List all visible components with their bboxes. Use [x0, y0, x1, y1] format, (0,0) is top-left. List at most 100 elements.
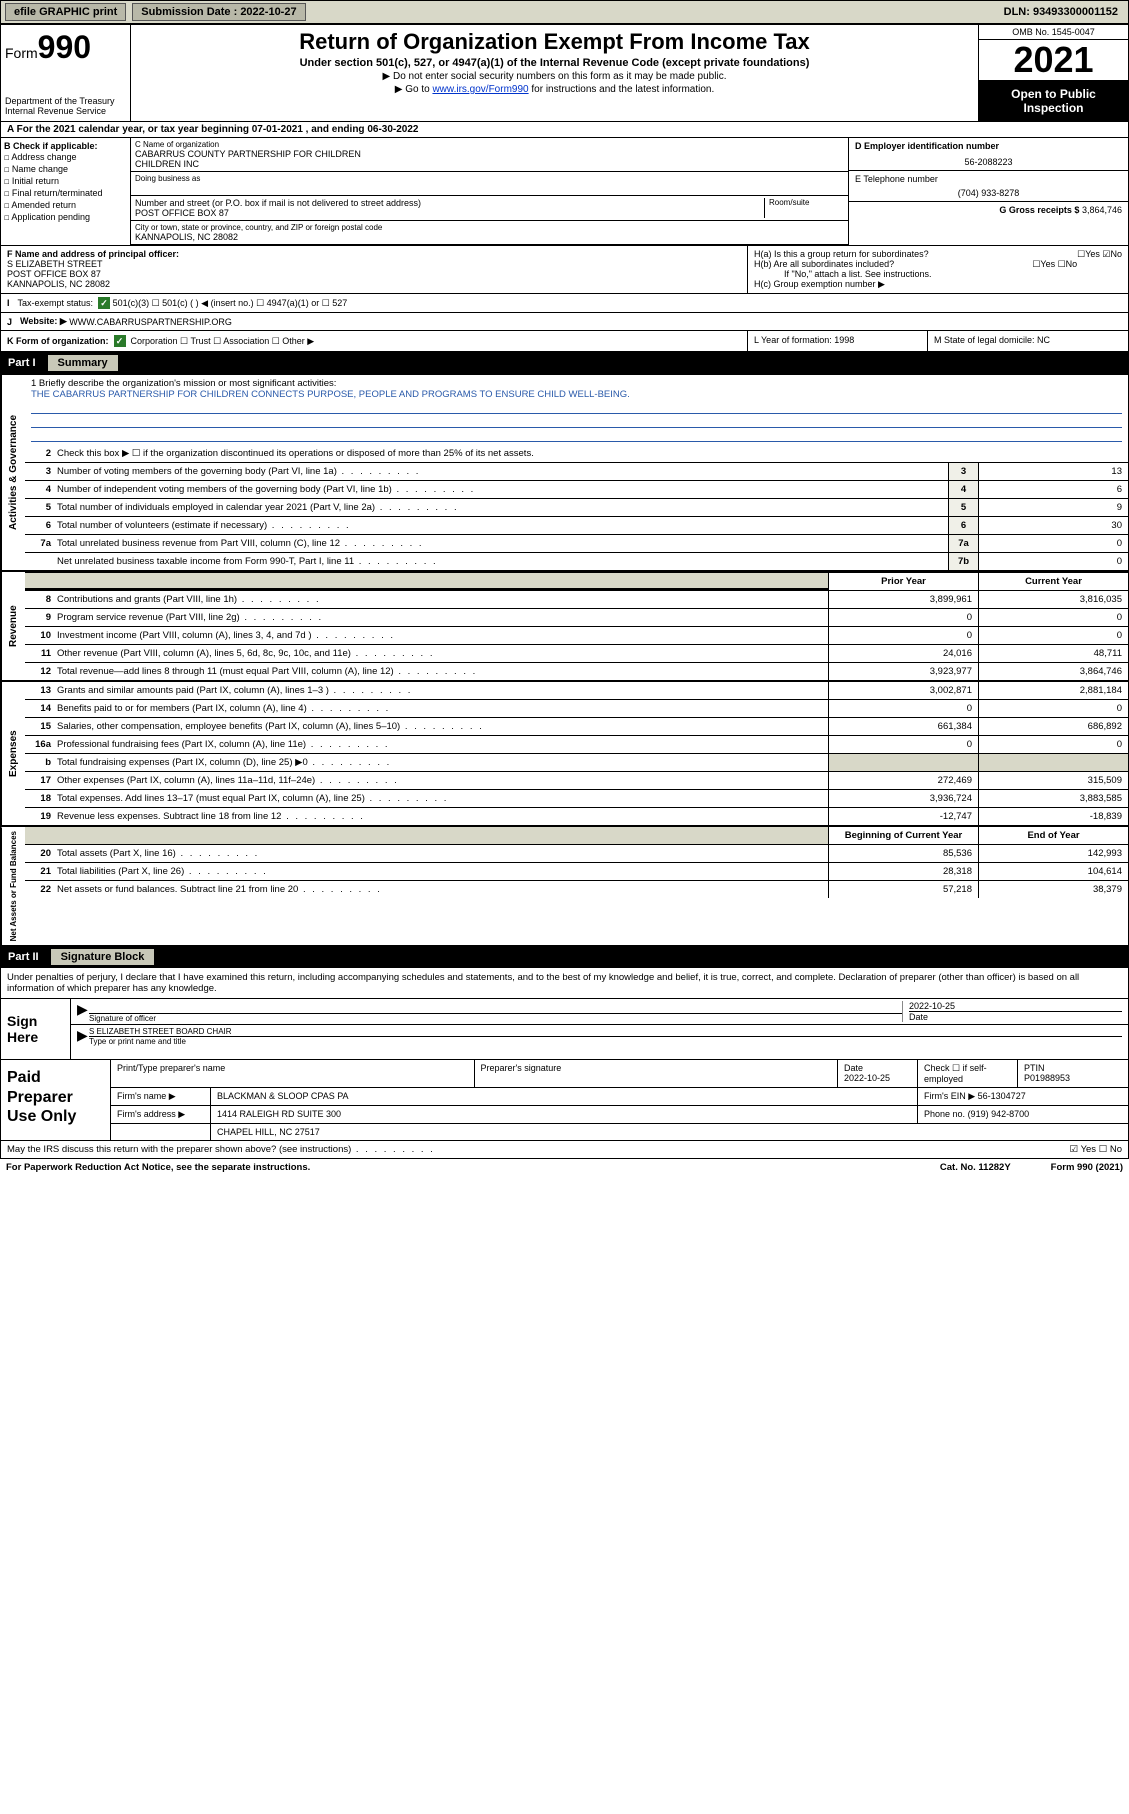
ein-label: D Employer identification number: [855, 141, 999, 151]
firm-label: Firm's name ▶: [111, 1088, 211, 1105]
gov-line-5: 5Total number of individuals employed in…: [25, 499, 1128, 517]
checkbox-initial-return[interactable]: ☐ Initial return: [4, 176, 127, 187]
checkbox-name-change[interactable]: ☐ Name change: [4, 164, 127, 175]
sig-date-label: Date: [909, 1011, 1122, 1022]
dln-label: DLN: 93493300001152: [1004, 6, 1118, 18]
row-a-tax-year: A For the 2021 calendar year, or tax yea…: [0, 122, 1129, 138]
k-options: Corporation ☐ Trust ☐ Association ☐ Othe…: [131, 336, 315, 346]
top-toolbar: efile GRAPHIC print Submission Date : 20…: [0, 0, 1129, 24]
website-value: WWW.CABARRUSPARTNERSHIP.ORG: [69, 317, 232, 327]
f-label: F Name and address of principal officer:: [7, 249, 179, 259]
exp-line-b: bTotal fundraising expenses (Part IX, co…: [25, 754, 1128, 772]
f-city: KANNAPOLIS, NC 28082: [7, 279, 110, 289]
sign-here-label: Sign Here: [1, 999, 71, 1059]
sig-date: 2022-10-25: [909, 1001, 1122, 1011]
side-governance: Activities & Governance: [1, 375, 25, 570]
note-ssn: ▶ Do not enter social security numbers o…: [135, 71, 974, 82]
row-klm: K Form of organization: ✓ Corporation ☐ …: [0, 331, 1129, 352]
checkbox-amended-return[interactable]: ☐ Amended return: [4, 200, 127, 211]
exp-line-14: 14Benefits paid to or for members (Part …: [25, 700, 1128, 718]
rev-line-9: 9Program service revenue (Part VIII, lin…: [25, 609, 1128, 627]
name-label: C Name of organization: [135, 140, 844, 149]
gov-line-4: 4Number of independent voting members of…: [25, 481, 1128, 499]
firm-addr-label: Firm's address ▶: [111, 1106, 211, 1123]
gov-line-3: 3Number of voting members of the governi…: [25, 463, 1128, 481]
col-end: End of Year: [978, 827, 1128, 844]
page-footer: For Paperwork Reduction Act Notice, see …: [0, 1159, 1129, 1176]
f-addr: POST OFFICE BOX 87: [7, 269, 101, 279]
note-link: ▶ Go to www.irs.gov/Form990 for instruct…: [135, 84, 974, 95]
side-expenses: Expenses: [1, 682, 25, 825]
tax-year: 2021: [979, 40, 1128, 81]
part1-title: Summary: [48, 355, 118, 371]
exp-line-19: 19Revenue less expenses. Subtract line 1…: [25, 808, 1128, 825]
part2-title: Signature Block: [51, 949, 155, 965]
gross-label: G Gross receipts $: [999, 205, 1079, 215]
ha-label: H(a) Is this a group return for subordin…: [754, 249, 929, 259]
org-address: POST OFFICE BOX 87: [135, 208, 764, 218]
checkbox-address-change[interactable]: ☐ Address change: [4, 152, 127, 163]
submission-date: Submission Date : 2022-10-27: [132, 3, 305, 21]
form-title: Return of Organization Exempt From Incom…: [135, 29, 974, 55]
cat-no: Cat. No. 11282Y: [940, 1162, 1011, 1173]
dept-label: Department of the Treasury: [5, 96, 126, 106]
i-label: Tax-exempt status:: [18, 298, 94, 308]
checkbox-application-pending[interactable]: ☐ Application pending: [4, 212, 127, 223]
sig-officer-label: Signature of officer: [89, 1013, 902, 1023]
tel-label: E Telephone number: [855, 174, 938, 184]
paperwork-notice: For Paperwork Reduction Act Notice, see …: [6, 1162, 310, 1173]
org-name-1: CABARRUS COUNTY PARTNERSHIP FOR CHILDREN: [135, 149, 844, 159]
gov-line-6: 6Total number of volunteers (estimate if…: [25, 517, 1128, 535]
net-line-20: 20Total assets (Part X, line 16)85,53614…: [25, 845, 1128, 863]
line-2: Check this box ▶ ☐ if the organization d…: [53, 445, 1128, 462]
summary-netassets: Net Assets or Fund Balances Beginning of…: [0, 826, 1129, 946]
tel-value: (704) 933-8278: [855, 188, 1122, 198]
col-prior: Prior Year: [828, 573, 978, 590]
firm-name: BLACKMAN & SLOOP CPAS PA: [211, 1088, 918, 1105]
check-501c3[interactable]: ✓: [98, 297, 110, 309]
exp-line-15: 15Salaries, other compensation, employee…: [25, 718, 1128, 736]
section-fh: F Name and address of principal officer:…: [0, 246, 1129, 294]
officer-name: S ELIZABETH STREET BOARD CHAIR: [89, 1027, 1122, 1036]
addr-label: Number and street (or P.O. box if mail i…: [135, 198, 764, 208]
l-year-formation: L Year of formation: 1998: [748, 331, 928, 351]
firm-ein: 56-1304727: [978, 1091, 1026, 1101]
col-b-title: B Check if applicable:: [4, 141, 98, 151]
discuss-row: May the IRS discuss this return with the…: [0, 1141, 1129, 1159]
hb-answer[interactable]: ☐Yes ☐No: [1032, 259, 1077, 270]
phone-label: Phone no.: [924, 1109, 965, 1119]
part2-header: Part II Signature Block: [0, 946, 1129, 968]
ha-answer[interactable]: ☐Yes ☑No: [1077, 249, 1122, 260]
firm-addr2: CHAPEL HILL, NC 27517: [211, 1124, 1128, 1140]
discuss-answer[interactable]: ☑ Yes ☐ No: [1070, 1144, 1122, 1155]
col-begin: Beginning of Current Year: [828, 827, 978, 844]
f-name: S ELIZABETH STREET: [7, 259, 103, 269]
prep-h5: PTIN: [1024, 1063, 1045, 1073]
row-i: I Tax-exempt status: ✓ 501(c)(3) ☐ 501(c…: [0, 294, 1129, 313]
check-corp[interactable]: ✓: [114, 335, 126, 347]
open-public-badge: Open to Public Inspection: [979, 81, 1128, 121]
exp-line-16a: 16aProfessional fundraising fees (Part I…: [25, 736, 1128, 754]
prep-h3: Date: [844, 1063, 863, 1073]
j-label: Website: ▶: [20, 316, 67, 327]
city-label: City or town, state or province, country…: [135, 223, 844, 232]
discuss-question: May the IRS discuss this return with the…: [7, 1144, 435, 1155]
mission-question: 1 Briefly describe the organization's mi…: [31, 378, 1122, 389]
omb-number: OMB No. 1545-0047: [979, 25, 1128, 40]
org-name-2: CHILDREN INC: [135, 159, 844, 169]
checkbox-final-return-terminated[interactable]: ☐ Final return/terminated: [4, 188, 127, 199]
col-current: Current Year: [978, 573, 1128, 590]
form-subtitle: Under section 501(c), 527, or 4947(a)(1)…: [135, 57, 974, 69]
side-net: Net Assets or Fund Balances: [1, 827, 25, 945]
rev-line-10: 10Investment income (Part VIII, column (…: [25, 627, 1128, 645]
prep-h4[interactable]: Check ☐ if self-employed: [918, 1060, 1018, 1087]
side-revenue: Revenue: [1, 572, 25, 680]
net-line-22: 22Net assets or fund balances. Subtract …: [25, 881, 1128, 898]
prep-h2: Preparer's signature: [475, 1060, 839, 1087]
efile-button[interactable]: efile GRAPHIC print: [5, 3, 126, 21]
part1-header: Part I Summary: [0, 352, 1129, 374]
i-options: 501(c)(3) ☐ 501(c) ( ) ◀ (insert no.) ☐ …: [113, 298, 348, 309]
signature-section: Under penalties of perjury, I declare th…: [0, 968, 1129, 1141]
irs-link[interactable]: www.irs.gov/Form990: [432, 84, 528, 95]
irs-label: Internal Revenue Service: [5, 106, 126, 116]
